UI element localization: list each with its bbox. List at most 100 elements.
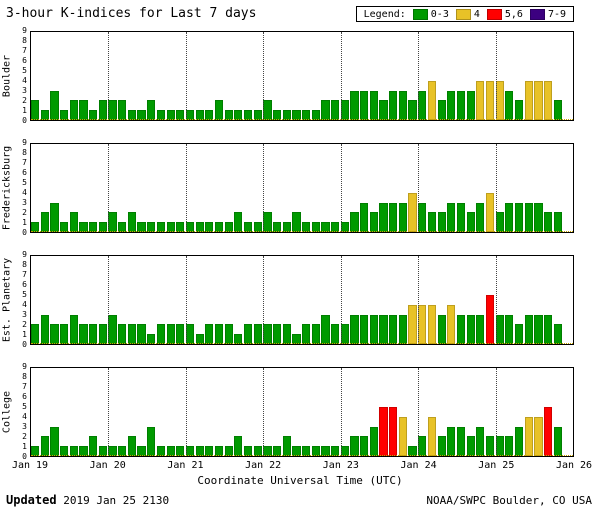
day-gridline xyxy=(418,32,420,120)
k-index-bar xyxy=(147,426,156,456)
k-index-bar xyxy=(350,436,359,456)
k-index-bar xyxy=(40,110,49,120)
k-index-bar xyxy=(331,324,340,344)
k-index-bar xyxy=(340,100,349,120)
legend-label: Legend: xyxy=(363,8,406,20)
k-index-bar xyxy=(98,222,107,232)
legend-box: Legend: 0-3 4 5,6 7-9 xyxy=(355,6,574,22)
k-index-bar xyxy=(466,212,475,232)
k-index-bar xyxy=(224,222,233,232)
k-index-bar xyxy=(166,446,175,456)
k-index-bar xyxy=(311,222,320,232)
k-index-bar xyxy=(340,324,349,344)
k-index-bar xyxy=(505,436,514,456)
k-index-bar xyxy=(108,314,117,344)
y-tick-label: 2 xyxy=(22,432,27,441)
day-gridline xyxy=(108,256,110,344)
k-index-bar xyxy=(166,110,175,120)
k-index-bar xyxy=(243,324,253,344)
y-tick-label: 8 xyxy=(22,371,27,381)
k-index-bar xyxy=(447,202,456,232)
k-index-bar xyxy=(263,100,272,120)
k-index-bar xyxy=(495,314,504,344)
y-tick-label: 1 xyxy=(22,105,27,115)
y-tick-label: 4 xyxy=(22,300,27,309)
y-tick-label: 2 xyxy=(22,320,27,329)
x-tick-label: Jan 20 xyxy=(89,460,126,471)
x-tick-label: Jan 24 xyxy=(400,460,437,471)
k-index-bar xyxy=(69,100,78,120)
k-index-bar xyxy=(214,324,224,344)
k-index-bar xyxy=(127,212,136,232)
k-index-bar xyxy=(302,446,311,456)
day-gridline xyxy=(185,144,187,232)
chart-footer: Updated 2019 Jan 25 2130 NOAA/SWPC Bould… xyxy=(0,487,600,507)
k-index-bar xyxy=(456,90,466,120)
k-index-bar xyxy=(427,416,437,456)
y-tick-label: 8 xyxy=(22,147,27,157)
k-index-bar xyxy=(243,446,253,456)
y-tick-label: 0 xyxy=(22,116,27,125)
k-index-bar xyxy=(369,314,378,344)
k-index-bar xyxy=(79,222,88,232)
x-tick-label: Jan 26 xyxy=(555,460,593,471)
k-index-bar xyxy=(69,314,78,344)
k-index-bar xyxy=(137,110,146,120)
k-index-bar xyxy=(350,90,359,120)
plot-area-fredericksburg xyxy=(30,143,574,233)
k-index-bar xyxy=(398,314,407,344)
x-tick-label: Jan 19 xyxy=(11,460,49,471)
station-name: Est. Planetary xyxy=(1,257,13,343)
y-tick-label: 3 xyxy=(22,309,27,319)
k-index-bar xyxy=(311,110,320,120)
k-index-bar xyxy=(79,324,88,344)
y-tick-label: 7 xyxy=(22,157,27,167)
day-gridline xyxy=(418,256,420,344)
k-index-bar xyxy=(437,212,446,232)
k-index-bar xyxy=(263,324,272,344)
k-index-bar xyxy=(534,416,543,456)
k-index-bar xyxy=(360,202,369,232)
k-index-bar xyxy=(147,100,156,120)
k-index-bar xyxy=(505,202,514,232)
k-index-bar xyxy=(534,202,543,232)
k-index-bar xyxy=(331,100,340,120)
k-index-bar xyxy=(292,446,301,456)
k-index-bar xyxy=(476,426,485,456)
k-index-bar xyxy=(360,314,369,344)
k-index-bar xyxy=(389,202,398,232)
day-gridline xyxy=(418,144,420,232)
k-index-bar xyxy=(60,222,69,232)
k-index-bar xyxy=(447,426,456,456)
k-index-bar xyxy=(118,446,127,456)
k-index-bar xyxy=(418,202,427,232)
k-index-bar xyxy=(253,222,262,232)
k-index-bar xyxy=(214,222,224,232)
k-index-bar xyxy=(485,80,495,120)
x-axis-tick-labels: Jan 19 Jan 20 Jan 21 Jan 22 Jan 23 Jan 24 Jan … xyxy=(12,460,592,473)
k-index-bar xyxy=(31,446,40,456)
k-index-bar xyxy=(505,90,514,120)
k-index-bar xyxy=(514,100,524,120)
k-index-bar xyxy=(427,80,437,120)
k-index-bar xyxy=(553,324,562,344)
k-index-bar xyxy=(292,334,301,344)
day-gridline xyxy=(418,368,420,456)
day-gridline xyxy=(340,368,342,456)
legend-item-purple: 7-9 xyxy=(529,8,566,20)
k-index-bar xyxy=(50,426,59,456)
k-index-bar xyxy=(89,110,98,120)
k-index-bar xyxy=(340,222,349,232)
k-index-bar xyxy=(302,110,311,120)
k-index-bar xyxy=(50,202,59,232)
k-index-bar xyxy=(553,426,562,456)
k-index-bar xyxy=(224,324,233,344)
k-index-bar xyxy=(389,407,398,456)
k-index-bar xyxy=(79,446,88,456)
k-index-bar xyxy=(40,314,49,344)
k-index-bar xyxy=(292,212,301,232)
y-tick-label: 5 xyxy=(22,401,27,411)
